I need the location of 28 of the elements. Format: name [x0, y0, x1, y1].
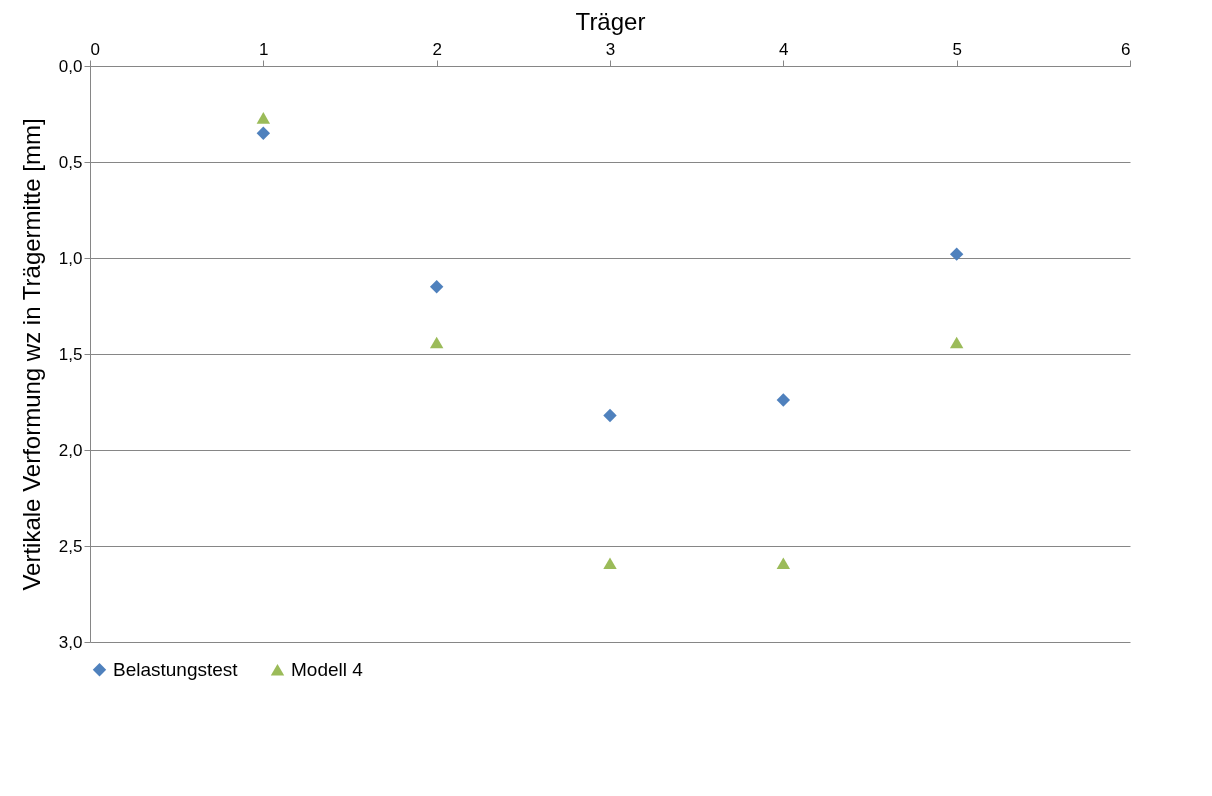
x-axis-title: Träger: [575, 7, 646, 35]
point: [256, 126, 271, 140]
y-tick-label: 3,0: [58, 632, 83, 652]
x-tick-label: 4: [779, 39, 789, 59]
y-tick-label: 1,0: [58, 248, 83, 268]
x-tick-label: 3: [605, 39, 616, 59]
point: [256, 112, 271, 124]
point: [776, 393, 791, 407]
point: [603, 557, 617, 570]
x-tick-label: 6: [1121, 39, 1131, 59]
x-tick-label: 0: [90, 39, 100, 59]
point: [949, 247, 964, 261]
y-tick-label: 0,0: [58, 56, 83, 76]
point: [603, 408, 617, 423]
x-tick-label: 5: [952, 39, 962, 59]
x-tick-label: 1: [259, 39, 269, 59]
y-axis-title: Vertikale Verformung wz in Trägermitte [mm]: [17, 118, 45, 591]
x-tick-label: 2: [432, 39, 442, 59]
point: [949, 336, 964, 349]
point: [776, 557, 791, 570]
legend-label: Belastungstest: [113, 658, 239, 680]
y-tick-label: 2,5: [58, 536, 83, 556]
point: [429, 336, 444, 349]
point: [429, 280, 444, 294]
y-tick-label: 1,5: [58, 344, 83, 364]
y-tick-label: 2,0: [58, 440, 83, 460]
legend-label: Modell 4: [291, 658, 364, 680]
y-tick-label: 0,5: [58, 152, 83, 172]
